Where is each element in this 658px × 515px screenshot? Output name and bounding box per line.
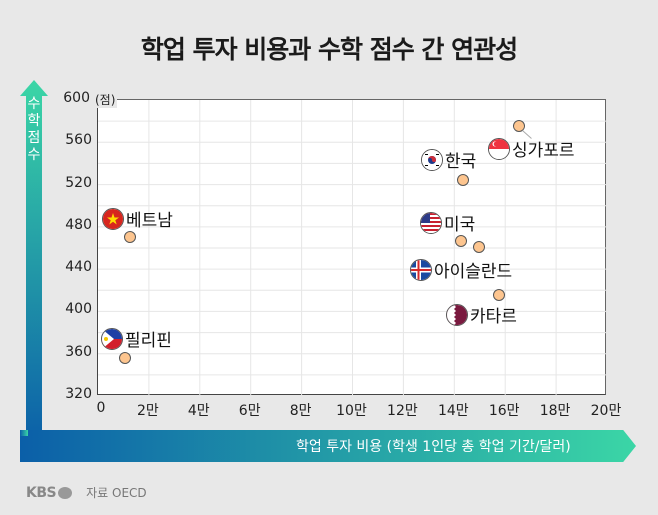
x-axis-arrow <box>20 430 636 462</box>
kbs-logo: KBS <box>26 485 73 501</box>
y-tick-label: 520 <box>65 174 92 191</box>
chart-title: 학업 투자 비용과 수학 점수 간 연관성 <box>140 35 518 64</box>
data-point <box>118 352 131 364</box>
y-axis-label: 수학 점수 <box>27 96 41 163</box>
data-point <box>454 234 467 247</box>
x-tick-label: 16만 <box>488 403 520 419</box>
x-axis-label: 학업 투자 비용 (학생 1인당 총 학업 기간/달러) <box>296 439 571 455</box>
y-unit-label: (점) <box>93 91 118 108</box>
x-tick-label: 18만 <box>539 403 571 419</box>
x-tick-label: 14만 <box>437 403 469 419</box>
country-name: 필리핀 <box>125 331 172 351</box>
y-tick-label: 360 <box>65 343 92 360</box>
data-point <box>493 288 506 301</box>
country-label: 아이슬란드 <box>410 257 512 282</box>
y-tick-label: 560 <box>65 132 92 149</box>
y-tick-label: 600 <box>63 90 90 106</box>
country-label: 한국 <box>421 147 476 172</box>
country-name: 미국 <box>444 215 476 235</box>
x-tick-label: 12만 <box>387 403 418 419</box>
korea-flag-icon <box>421 148 443 171</box>
y-tick-label: 440 <box>65 259 92 276</box>
source-text: 자료 OECD <box>86 486 147 500</box>
y-axis-arrow <box>20 80 48 444</box>
country-label: 미국 <box>420 210 475 235</box>
x-tick-label: 2만 <box>136 403 159 419</box>
country-name: 아이슬란드 <box>434 262 513 282</box>
x-tick-label: 8만 <box>289 403 312 419</box>
plot-area <box>97 99 607 396</box>
data-point <box>124 231 137 244</box>
kbs-logo-icon <box>58 486 73 499</box>
x-tick-label: 6만 <box>238 403 261 419</box>
data-point <box>513 120 526 133</box>
country-name: 카타르 <box>470 307 517 327</box>
vietnam-flag-icon <box>102 207 124 230</box>
data-point <box>472 241 485 253</box>
footer: KBS 자료 OECD <box>26 484 147 501</box>
country-name: 싱가포르 <box>512 141 575 161</box>
philippines-flag-icon <box>101 327 123 350</box>
country-name: 한국 <box>445 152 477 172</box>
data-point <box>457 174 470 187</box>
x-tick-label: 0 <box>96 400 106 416</box>
y-tick-label: 480 <box>65 216 92 233</box>
iceland-flag-icon <box>410 258 432 281</box>
y-tick-label: 400 <box>65 301 92 318</box>
singapore-flag-icon <box>488 137 510 160</box>
country-name: 베트남 <box>126 211 173 231</box>
grid-lines <box>98 100 607 396</box>
country-label: 베트남 <box>102 206 173 231</box>
country-label: 필리핀 <box>101 326 172 351</box>
x-tick-label: 4만 <box>187 403 210 419</box>
country-label: 카타르 <box>446 302 517 327</box>
usa-flag-icon <box>420 211 442 234</box>
x-tick-label: 20만 <box>590 403 622 419</box>
y-tick-label: 320 <box>65 386 92 402</box>
qatar-flag-icon <box>446 303 468 326</box>
country-label: 싱가포르 <box>488 136 575 161</box>
x-tick-label: 10만 <box>336 403 367 419</box>
